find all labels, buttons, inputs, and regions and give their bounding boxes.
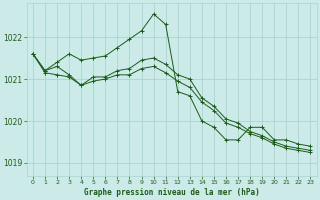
X-axis label: Graphe pression niveau de la mer (hPa): Graphe pression niveau de la mer (hPa) [84,188,260,197]
